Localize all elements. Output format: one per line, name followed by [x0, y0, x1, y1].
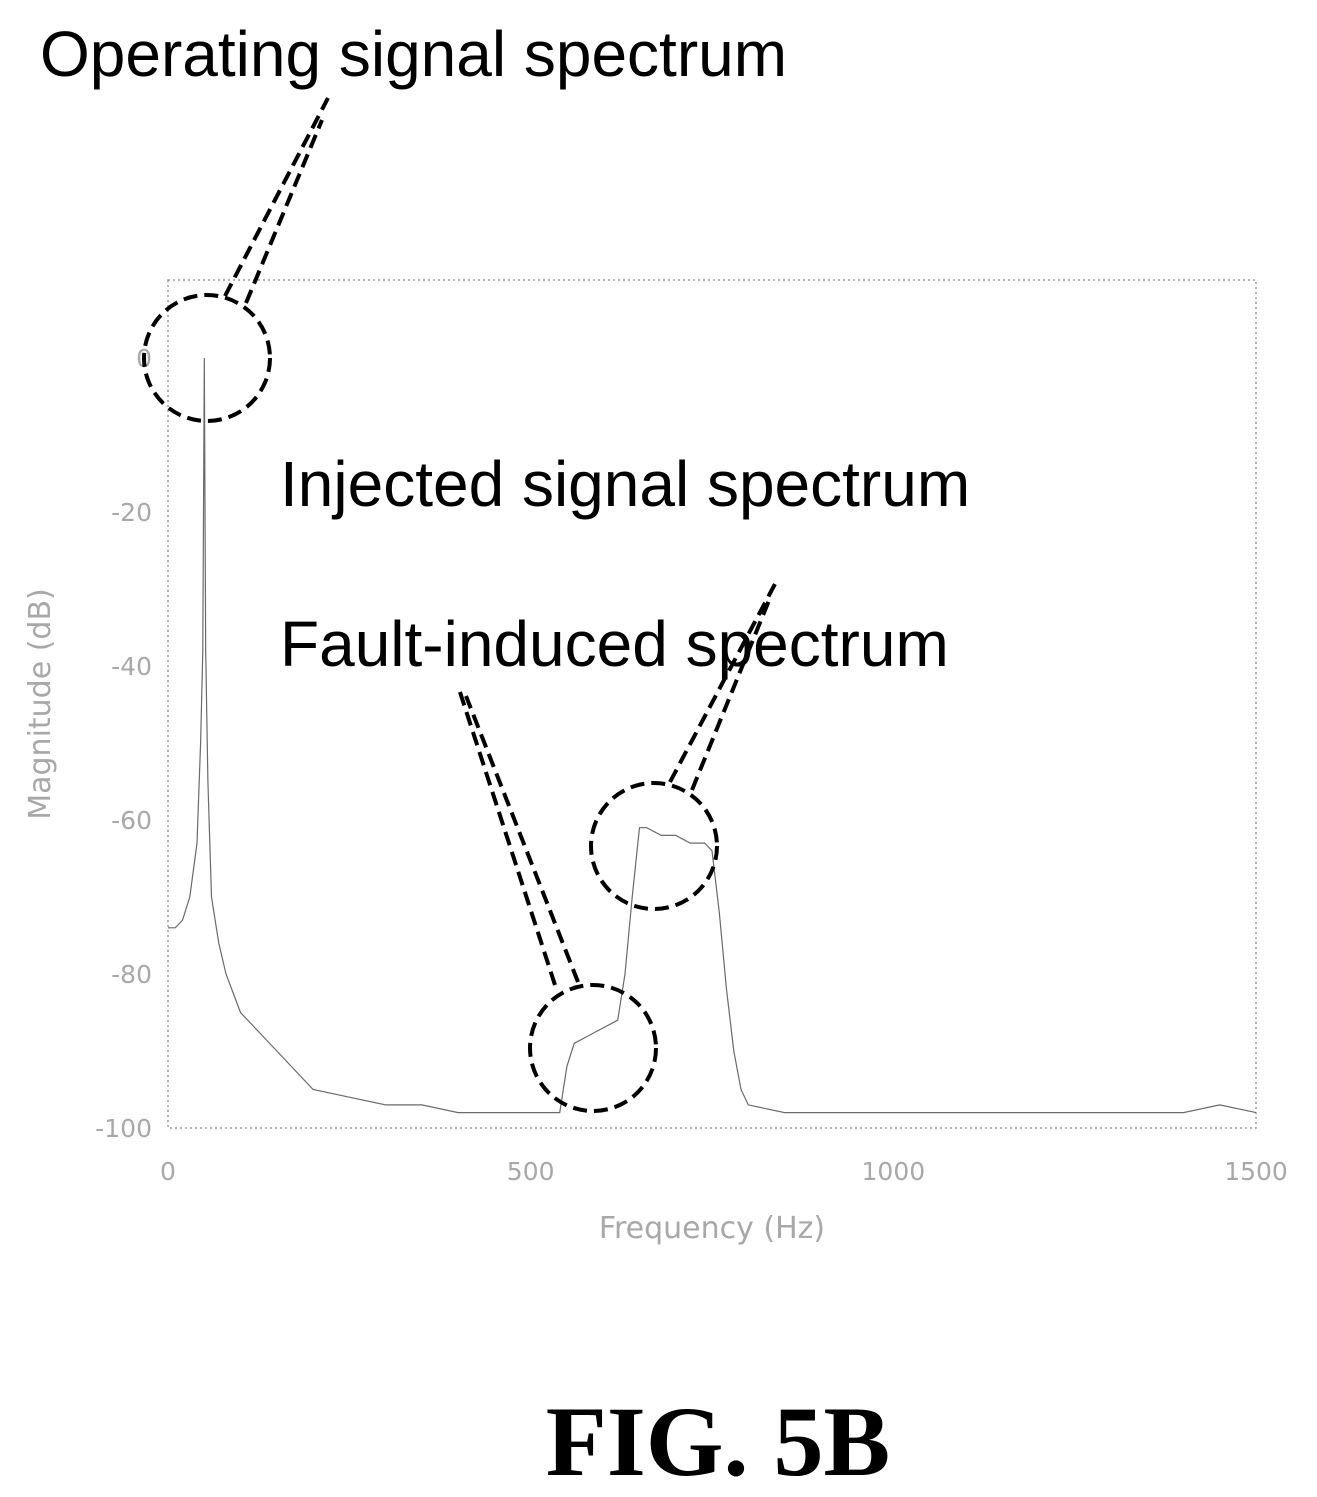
- x-axis-ticks: 0 500 1000 1500: [160, 1157, 1288, 1186]
- y-tick-label: -20: [111, 498, 152, 527]
- x-axis-label: Frequency (Hz): [599, 1211, 825, 1246]
- injected-signal-annotation: Injected signal spectrum: [280, 448, 970, 520]
- x-tick-label: 1000: [862, 1157, 926, 1186]
- fault-induced-leader-lines: [456, 685, 580, 986]
- y-tick-label: -80: [111, 960, 152, 989]
- y-axis-label: Magnitude (dB): [23, 588, 58, 820]
- operating-signal-callout-circle: [142, 293, 272, 423]
- plot-frame: [167, 279, 1257, 1129]
- y-tick-label: -40: [111, 652, 152, 681]
- y-tick-label: -60: [111, 806, 152, 835]
- y-tick-label: -100: [95, 1114, 152, 1143]
- spectrum-series-line: [168, 357, 1257, 1114]
- fault-induced-callout-circle: [528, 983, 658, 1113]
- injected-signal-leader-lines: [668, 583, 777, 791]
- fault-induced-annotation: Fault-induced spectrum: [280, 608, 949, 680]
- operating-signal-leader-lines: [223, 97, 330, 304]
- x-tick-label: 1500: [1224, 1157, 1288, 1186]
- figure-label: FIG. 5B: [546, 1386, 890, 1497]
- injected-signal-callout-circle: [589, 781, 719, 911]
- x-tick-label: 0: [160, 1157, 176, 1186]
- x-tick-label: 500: [507, 1157, 555, 1186]
- y-axis-ticks: 0-20-40-60-80-100: [95, 344, 152, 1143]
- operating-signal-annotation: Operating signal spectrum: [40, 18, 787, 90]
